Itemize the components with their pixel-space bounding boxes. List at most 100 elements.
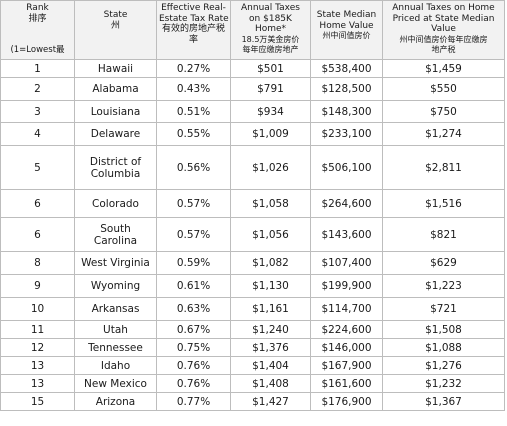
tax-rate-header-line: Effective Real-	[161, 3, 226, 13]
annual-taxes-cell: $1,408	[230, 374, 311, 393]
median-value-cell: $148,300	[310, 100, 383, 123]
annual-taxes-cell: $1,058	[230, 189, 311, 218]
table-row: 6 South Carolina 0.57% $1,056 $143,600 $…	[0, 217, 505, 252]
rank-cell: 10	[0, 297, 75, 321]
median-taxes-header-line: 地产税	[431, 45, 456, 54]
state-cell: Delaware	[74, 122, 157, 146]
state-cell: West Virginia	[74, 251, 157, 275]
tax-rate-cell: 0.51%	[156, 100, 231, 123]
table-row: 5 District of Columbia 0.56% $1,026 $506…	[0, 145, 505, 190]
median-taxes-cell: $550	[382, 77, 505, 101]
median-value-cell: $167,900	[310, 356, 383, 375]
table-row: 10 Arkansas 0.63% $1,161 $114,700 $721	[0, 297, 505, 321]
annual-taxes-cell: $1,056	[230, 217, 311, 252]
tax-rate-cell: 0.77%	[156, 392, 231, 411]
median-taxes-header-line: Value	[431, 24, 456, 34]
tax-rate-cell: 0.61%	[156, 274, 231, 298]
rank-cell: 6	[0, 189, 75, 218]
annual-taxes-cell: $1,161	[230, 297, 311, 321]
annual-taxes-cell: $1,404	[230, 356, 311, 375]
median-value-header-line: State Median	[316, 10, 377, 20]
annual-taxes-header-line: 18.5万美金房价	[241, 34, 300, 44]
annual-taxes-cell: $1,427	[230, 392, 311, 411]
annual-taxes-cell: $1,376	[230, 338, 311, 357]
state-cell: Louisiana	[74, 100, 157, 123]
median-value-cell: $128,500	[310, 77, 383, 101]
tax-rate-cell: 0.27%	[156, 59, 231, 78]
rank-cell: 2	[0, 77, 75, 101]
median-taxes-cell: $2,811	[382, 145, 505, 190]
state-cell: Hawaii	[74, 59, 157, 78]
median-taxes-cell: $1,274	[382, 122, 505, 146]
rank-cell: 1	[0, 59, 75, 78]
median-value-cell: $176,900	[310, 392, 383, 411]
state-cell-line: Columbia	[90, 167, 141, 180]
state-cell: South Carolina	[74, 217, 157, 252]
rank-header: Rank 排序 (1=Lowest最	[0, 0, 75, 60]
rank-cell: 11	[0, 320, 75, 339]
median-taxes-cell: $629	[382, 251, 505, 275]
state-cell: Tennessee	[74, 338, 157, 357]
median-taxes-cell: $721	[382, 297, 505, 321]
annual-taxes-cell: $501	[230, 59, 311, 78]
rank-cell: 3	[0, 100, 75, 123]
table-row: 3 Louisiana 0.51% $934 $148,300 $750	[0, 100, 505, 123]
state-cell: District of Columbia	[74, 145, 157, 190]
rank-cell: 4	[0, 122, 75, 146]
median-taxes-cell: $1,232	[382, 374, 505, 393]
table-row: 6 Colorado 0.57% $1,058 $264,600 $1,516	[0, 189, 505, 218]
state-header: State 州	[74, 0, 157, 60]
median-taxes-cell: $1,508	[382, 320, 505, 339]
table-row: 15 Arizona 0.77% $1,427 $176,900 $1,367	[0, 392, 505, 411]
table-row: 8 West Virginia 0.59% $1,082 $107,400 $6…	[0, 251, 505, 275]
state-cell: Idaho	[74, 356, 157, 375]
median-value-header-line: 州中间值房价	[322, 31, 371, 40]
annual-taxes-cell: $1,082	[230, 251, 311, 275]
tax-rate-header-line: 有效的房地产税	[161, 24, 225, 34]
table-row: 9 Wyoming 0.61% $1,130 $199,900 $1,223	[0, 274, 505, 298]
tax-rate-cell: 0.59%	[156, 251, 231, 275]
annual-taxes-header-line: Home*	[254, 24, 287, 34]
annual-taxes-cell: $1,130	[230, 274, 311, 298]
rank-cell: 12	[0, 338, 75, 357]
annual-taxes-header: Annual Taxes on $185K Home* 18.5万美金房价 每年…	[230, 0, 311, 60]
state-header-zh: 州	[110, 20, 120, 31]
median-value-cell: $233,100	[310, 122, 383, 146]
rank-header-en: Rank	[26, 3, 49, 13]
median-taxes-cell: $750	[382, 100, 505, 123]
header-row: Rank 排序 (1=Lowest最 State 州 Effective Rea…	[0, 0, 505, 60]
annual-taxes-header-line: 每年应缴房地产	[242, 45, 299, 54]
tax-rate-header: Effective Real- Estate Tax Rate 有效的房地产税 …	[156, 0, 231, 60]
median-taxes-header-line: 州中间值房价每年应缴房	[399, 34, 488, 44]
annual-taxes-cell: $791	[230, 77, 311, 101]
rank-cell: 15	[0, 392, 75, 411]
state-cell: Arkansas	[74, 297, 157, 321]
state-cell: Wyoming	[74, 274, 157, 298]
tax-rate-cell: 0.57%	[156, 217, 231, 252]
table-row: 12 Tennessee 0.75% $1,376 $146,000 $1,08…	[0, 338, 505, 357]
rank-header-zh: 排序	[28, 13, 47, 24]
median-taxes-cell: $1,088	[382, 338, 505, 357]
median-taxes-cell: $1,276	[382, 356, 505, 375]
annual-taxes-cell: $934	[230, 100, 311, 123]
median-value-cell: $199,900	[310, 274, 383, 298]
median-value-cell: $506,100	[310, 145, 383, 190]
tax-rate-cell: 0.57%	[156, 189, 231, 218]
median-value-cell: $538,400	[310, 59, 383, 78]
table-row: 2 Alabama 0.43% $791 $128,500 $550	[0, 77, 505, 101]
tax-rate-cell: 0.76%	[156, 356, 231, 375]
rank-cell: 6	[0, 217, 75, 252]
median-taxes-cell: $1,459	[382, 59, 505, 78]
tax-rate-cell: 0.56%	[156, 145, 231, 190]
state-cell: Alabama	[74, 77, 157, 101]
median-taxes-cell: $821	[382, 217, 505, 252]
state-cell: Utah	[74, 320, 157, 339]
state-cell: Colorado	[74, 189, 157, 218]
annual-taxes-cell: $1,240	[230, 320, 311, 339]
state-cell-line: South	[100, 222, 131, 235]
median-value-cell: $264,600	[310, 189, 383, 218]
median-value-cell: $143,600	[310, 217, 383, 252]
annual-taxes-cell: $1,026	[230, 145, 311, 190]
state-cell-line: District of	[89, 155, 142, 168]
tax-rate-cell: 0.76%	[156, 374, 231, 393]
